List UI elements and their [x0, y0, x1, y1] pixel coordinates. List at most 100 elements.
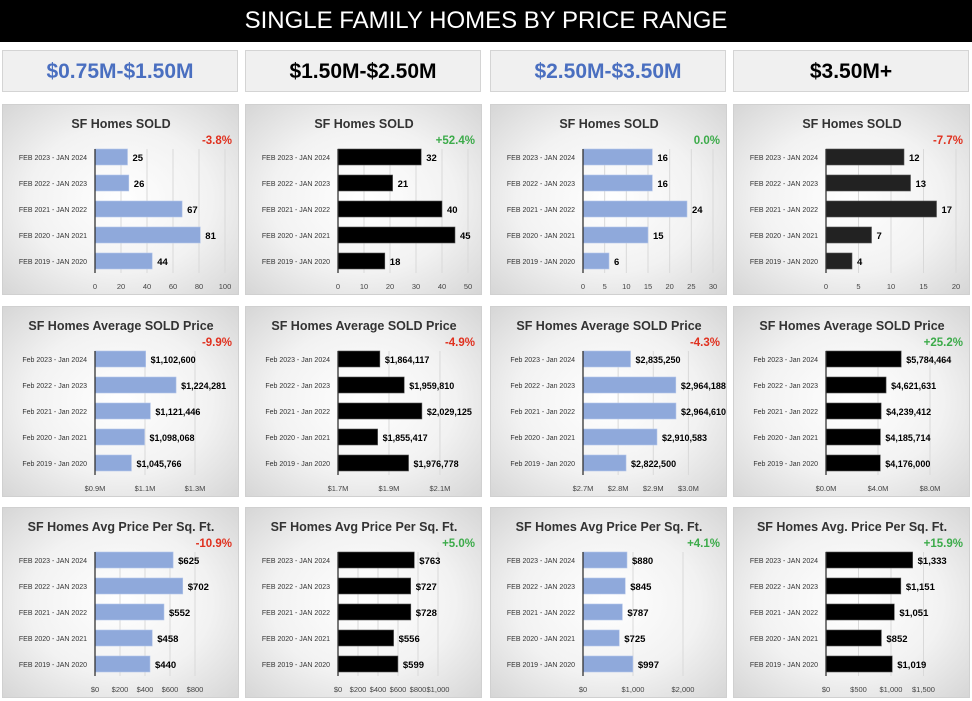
category-label: FEB 2019 - JAN 2020	[507, 259, 575, 266]
bar-chart: SF Homes Average SOLD Price +25.2% $0.0M $4…	[753, 319, 963, 493]
bar	[582, 603, 623, 621]
value-label: $4,176,000	[885, 459, 930, 469]
tick-label: 15	[644, 282, 652, 291]
bar	[825, 577, 902, 595]
bar-chart: SF Homes Avg. Price Per Sq. Ft. +15.9% $0 $…	[750, 520, 963, 694]
tick-label: 40	[438, 282, 446, 291]
value-label: 16	[657, 153, 668, 164]
bar	[337, 350, 381, 368]
bar	[94, 454, 132, 472]
tick-label: $600	[162, 685, 179, 694]
bar	[825, 655, 893, 673]
bar	[337, 577, 411, 595]
bar	[825, 454, 881, 472]
value-label: $728	[416, 608, 437, 619]
value-label: $725	[624, 634, 646, 645]
category-label: FEB 2019 - JAN 2020	[19, 662, 87, 669]
category-label: Feb 2023 - Jan 2024	[753, 357, 818, 364]
chart-title: SF Homes Average SOLD Price	[759, 319, 944, 333]
category-label: FEB 2022 - JAN 2023	[262, 584, 330, 591]
category-label: Feb 2020 - Jan 2021	[265, 435, 330, 442]
tick-label: $2.9M	[643, 484, 664, 493]
tick-label: 15	[919, 282, 927, 291]
change-percent: +52.4%	[436, 135, 475, 147]
tick-label: $800	[410, 685, 427, 694]
category-label: FEB 2019 - JAN 2020	[19, 259, 87, 266]
value-label: 16	[657, 179, 668, 190]
tick-label: $4.0M	[868, 484, 889, 493]
bar	[337, 454, 409, 472]
bar	[94, 629, 153, 647]
dashboard-title: SINGLE FAMILY HOMES BY PRICE RANGE	[0, 0, 972, 42]
bar	[582, 655, 634, 673]
value-label: $599	[403, 660, 424, 671]
bar	[825, 551, 913, 569]
category-label: FEB 2021 - JAN 2022	[262, 207, 330, 214]
bar	[94, 226, 201, 244]
chart-title: SF Homes Average SOLD Price	[28, 319, 213, 333]
value-label: $997	[638, 660, 659, 671]
bar	[94, 200, 183, 218]
chart-panel: SF Homes Avg Price Per Sq. Ft. -10.9% $0 $2…	[2, 507, 239, 698]
chart-panel: SF Homes Average SOLD Price -4.9% $1.7M $1.…	[245, 306, 482, 497]
category-label: FEB 2023 - JAN 2024	[262, 155, 330, 162]
category-label: FEB 2023 - JAN 2024	[507, 558, 575, 565]
bar	[825, 174, 911, 192]
bar	[337, 603, 412, 621]
value-label: 4	[857, 257, 863, 268]
value-label: $5,784,464	[906, 355, 951, 365]
category-label: Feb 2023 - Jan 2024	[22, 357, 87, 364]
chart-panel: SF Homes SOLD 0.0% 0 5 10 15 20 25 30 FEB 2023 - …	[490, 104, 727, 295]
chart-title: SF Homes SOLD	[559, 117, 658, 131]
category-label: FEB 2022 - JAN 2023	[750, 584, 818, 591]
chart-panel: SF Homes Avg Price Per Sq. Ft. +4.1% $0 $1,…	[490, 507, 727, 698]
price-range-4: $3.50M+	[733, 50, 969, 92]
bar	[337, 629, 394, 647]
category-label: Feb 2019 - Jan 2020	[510, 461, 575, 468]
bar	[582, 226, 649, 244]
value-label: 13	[916, 179, 927, 190]
bar-chart: SF Homes Avg Price Per Sq. Ft. +4.1% $0 $1,…	[507, 520, 720, 694]
category-label: Feb 2019 - Jan 2020	[22, 461, 87, 468]
category-label: FEB 2019 - JAN 2020	[750, 259, 818, 266]
bar	[337, 226, 456, 244]
chart-title: SF Homes Average SOLD Price	[271, 319, 456, 333]
bar	[582, 551, 628, 569]
bar	[582, 174, 653, 192]
category-label: FEB 2020 - JAN 2021	[262, 636, 330, 643]
value-label: $2,822,500	[631, 459, 676, 469]
change-percent: +15.9%	[924, 538, 963, 550]
tick-label: $0	[579, 685, 587, 694]
bar	[94, 350, 146, 368]
value-label: 17	[942, 205, 953, 216]
tick-label: 30	[709, 282, 717, 291]
category-label: FEB 2021 - JAN 2022	[750, 610, 818, 617]
value-label: 6	[614, 257, 619, 268]
tick-label: $200	[112, 685, 129, 694]
bar-chart: SF Homes SOLD -7.7% 0 5 10 15 20 FEB 2023 - JAN…	[750, 117, 963, 291]
change-percent: 0.0%	[694, 135, 720, 147]
category-label: FEB 2021 - JAN 2022	[19, 207, 87, 214]
chart-panel: SF Homes Avg Price Per Sq. Ft. +5.0% $0 $20…	[245, 507, 482, 698]
value-label: $845	[630, 582, 652, 593]
value-label: 67	[187, 205, 198, 216]
category-label: FEB 2021 - JAN 2022	[507, 610, 575, 617]
bar	[825, 603, 895, 621]
change-percent: -10.9%	[196, 538, 232, 550]
tick-label: $1,000	[622, 685, 645, 694]
value-label: $556	[399, 634, 420, 645]
bar	[94, 603, 165, 621]
tick-label: $3.0M	[678, 484, 699, 493]
value-label: $1,333	[918, 556, 947, 567]
tick-label: $800	[187, 685, 204, 694]
tick-label: $2.8M	[608, 484, 629, 493]
chart-panel: SF Homes SOLD +52.4% 0 10 20 30 40 50 FEB 2023 -…	[245, 104, 482, 295]
value-label: $1,855,417	[383, 433, 428, 443]
bar-chart: SF Homes SOLD -3.8% 0 20 40 60 80 100 FEB 2023 -…	[19, 117, 232, 291]
value-label: $880	[632, 556, 653, 567]
value-label: 40	[447, 205, 458, 216]
bar	[94, 402, 151, 420]
bar	[582, 402, 677, 420]
bar-chart: SF Homes Avg Price Per Sq. Ft. +5.0% $0 $20…	[262, 520, 475, 694]
bar-chart: SF Homes SOLD +52.4% 0 10 20 30 40 50 FEB 2023 -…	[262, 117, 475, 291]
